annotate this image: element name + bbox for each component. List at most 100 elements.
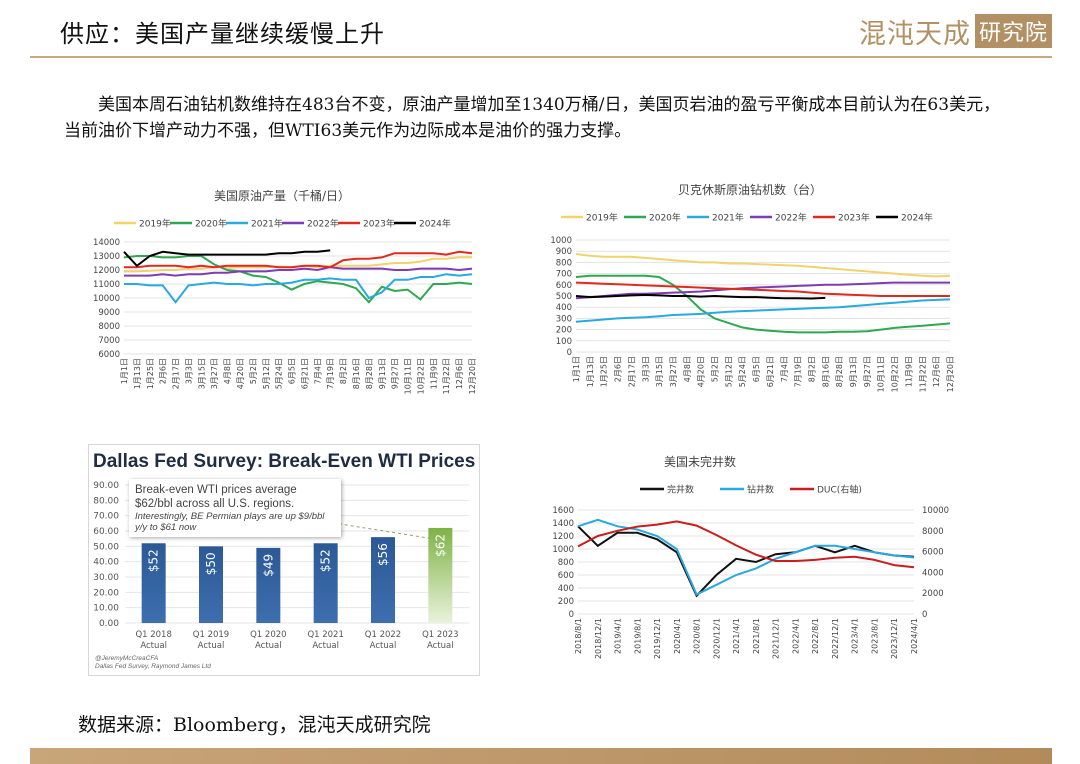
x-tick-label: 3月27日 [669, 356, 678, 387]
series-line-DUC(右轴) [577, 520, 915, 569]
x-tick-label: Q1 2021 [307, 630, 343, 640]
logo-text: 混沌天成 [858, 18, 971, 50]
dallas-annotation-box: Break-even WTI prices average $62/bbl ac… [129, 479, 341, 537]
bar-data-label: $62 [433, 534, 447, 557]
series-line-2020年 [123, 255, 473, 304]
chart-title: 美国未完井数 [664, 454, 736, 469]
x-tick-label-sub: Actual [370, 641, 397, 651]
legend-label: 2019年 [139, 218, 171, 230]
y-tick-label: 60.00 [93, 527, 119, 537]
y-tick-label: 80.00 [93, 496, 119, 506]
legend-label: 2023年 [363, 218, 395, 230]
y-tick-label: 300 [556, 314, 572, 324]
company-logo: 混沌天成 研究院 [859, 12, 1052, 50]
y-tick-label: 14000 [93, 238, 120, 248]
x-tick-label: 8月16日 [352, 358, 361, 389]
y-tick-label: 0 [569, 610, 574, 620]
y-tick-label: 600 [556, 281, 572, 291]
x-tick-label: Q1 2020 [250, 630, 286, 640]
y-tick-label: 100 [556, 337, 572, 347]
x-tick-label: 2024/4/1 [910, 618, 919, 654]
dallas-chart-title: Dallas Fed Survey: Break-Even WTI Prices [93, 451, 476, 472]
summary-paragraph: 美国本周石油钻机数维持在483台不变，原油产量增加至1340万桶/日，美国页岩油… [64, 95, 1001, 141]
x-tick-label: 4月20日 [697, 356, 706, 387]
series-line-2020年 [575, 274, 951, 334]
x-tick-label: 2020/8/1 [693, 618, 702, 654]
x-tick-label: 3月27日 [210, 358, 219, 389]
x-tick-label: 2019/8/1 [633, 618, 642, 654]
bar [141, 543, 166, 623]
series-line-2019年 [575, 253, 951, 278]
x-tick-label: 2019/4/1 [614, 618, 623, 654]
x-tick-label: 3月3日 [641, 356, 650, 382]
y2-tick-label: 8000 [922, 527, 944, 537]
x-tick-label: 5月2日 [711, 356, 720, 382]
legend-label: 2020年 [649, 212, 681, 224]
chart-title: 贝克休斯原油钻机数（台） [678, 182, 822, 197]
bar-data-label: $52 [319, 549, 333, 572]
x-tick-label: 2月17日 [172, 358, 181, 389]
x-tick-label: 11月22日 [442, 358, 451, 394]
series-line-2022年 [575, 281, 950, 300]
y-tick-label: 9000 [98, 308, 120, 318]
x-tick-label: 2020/12/1 [712, 618, 721, 659]
chart-title: 美国原油产量（千桶/日） [214, 188, 350, 203]
legend-label: 完井数 [667, 484, 694, 496]
x-tick-label: 9月13日 [378, 358, 387, 389]
x-tick-label: 1月25日 [600, 356, 609, 387]
bar-data-label: $49 [261, 554, 275, 577]
y-tick-label: 800 [556, 258, 572, 268]
x-tick-label: 5月24日 [275, 358, 284, 389]
y-tick-label: 600 [558, 571, 574, 581]
x-tick-label: 5月2日 [249, 358, 258, 384]
y-tick-label: 8000 [98, 322, 120, 332]
x-tick-label: 5月24日 [738, 356, 747, 387]
x-tick-label: Q1 2019 [193, 630, 229, 640]
legend-label: 2024年 [419, 218, 451, 230]
x-tick-label: 5月12日 [724, 356, 733, 387]
y-tick-label: 500 [556, 292, 572, 302]
x-tick-label: 6月5日 [752, 356, 761, 382]
y-tick-label: 900 [556, 247, 572, 257]
x-tick-label: 1月13日 [586, 356, 595, 387]
x-tick-label: 1月1日 [120, 358, 129, 384]
bar [199, 546, 223, 623]
bar [313, 543, 338, 623]
bar [256, 547, 281, 623]
x-tick-label: 2019/12/1 [653, 618, 662, 659]
x-tick-label: 10月22日 [891, 356, 900, 392]
x-tick-label-sub: Actual [312, 641, 339, 651]
x-tick-label: 12月6日 [932, 356, 941, 387]
x-tick-label: 11月22日 [918, 356, 927, 392]
x-tick-label: 4月8日 [683, 356, 692, 382]
y-tick-label: 0.00 [99, 619, 119, 629]
header-divider [30, 56, 1052, 58]
x-tick-label: 6月5日 [288, 358, 297, 384]
y-tick-label: 7000 [98, 336, 120, 346]
y2-tick-label: 4000 [922, 568, 944, 578]
y-tick-label: 11000 [93, 280, 120, 290]
x-tick-label: Q1 2022 [365, 630, 401, 640]
x-tick-label: 7月19日 [326, 358, 335, 389]
legend-label: 2024年 [901, 212, 933, 224]
x-tick-label: 2021/4/1 [732, 618, 741, 654]
y-tick-label: 1400 [552, 519, 574, 529]
x-tick-label: 4月8日 [223, 358, 232, 384]
x-tick-label: Q1 2023 [422, 630, 458, 640]
legend-label: 2023年 [838, 212, 870, 224]
y-tick-label: 200 [556, 326, 572, 336]
x-tick-label: 9月27日 [863, 356, 872, 387]
y-tick-label: 12000 [93, 266, 120, 276]
y-tick-label: 200 [558, 597, 574, 607]
y-tick-label: 0 [567, 348, 572, 358]
y-tick-label: 90.00 [93, 481, 119, 491]
y-tick-label: 30.00 [93, 573, 119, 583]
legend-label: DUC(右轴) [817, 484, 862, 496]
x-tick-label: 7月19日 [794, 356, 803, 387]
bar-data-label: $56 [376, 543, 390, 566]
dallas-footnote-1: @JeremyMcCreaCFA [95, 655, 159, 662]
baker-hughes-rig-count-chart: 贝克休斯原油钻机数（台） 2019年 2020年 2021年 2022年 2023年 202… [550, 182, 955, 392]
x-tick-label: 1月13日 [133, 358, 142, 389]
y-tick-label: 70.00 [93, 512, 119, 522]
